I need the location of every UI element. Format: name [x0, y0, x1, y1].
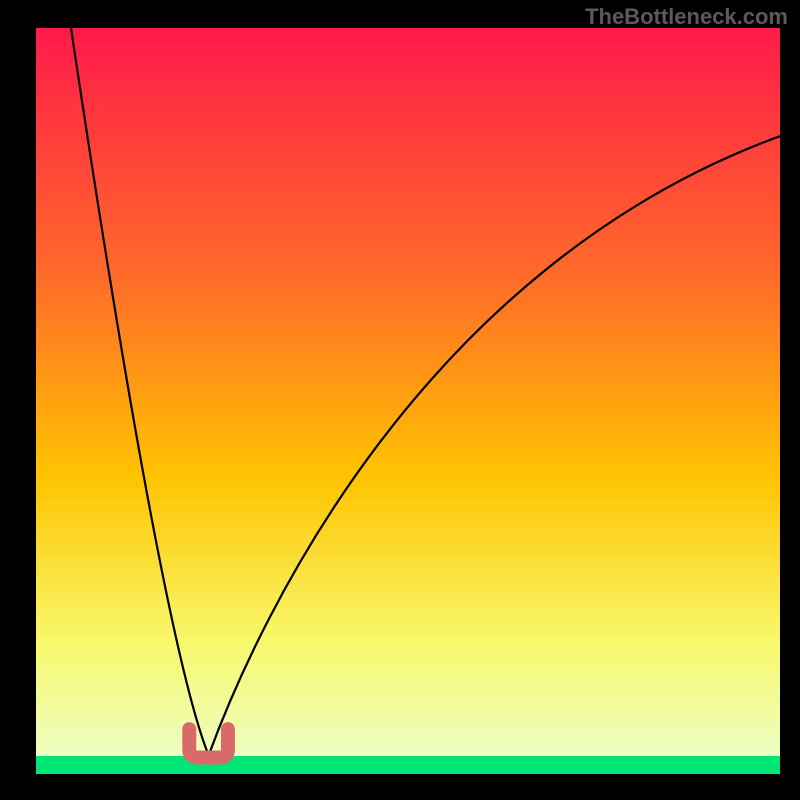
curve-layer — [36, 28, 780, 774]
bottleneck-curve — [71, 28, 780, 755]
chart-plot-area — [36, 28, 780, 774]
u-marker — [189, 729, 228, 757]
watermark-text: TheBottleneck.com — [585, 4, 788, 30]
